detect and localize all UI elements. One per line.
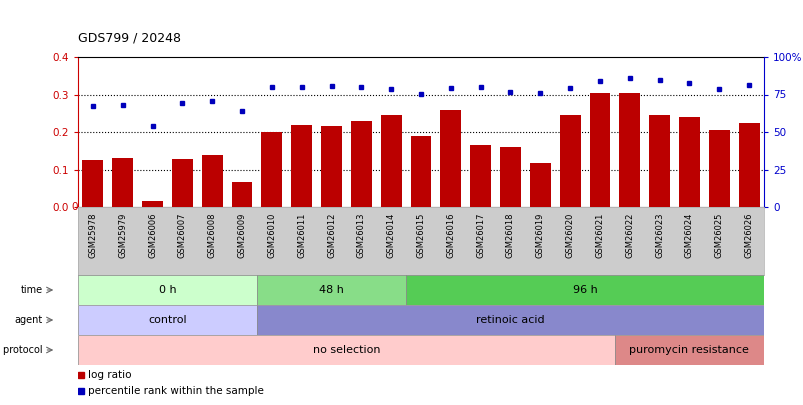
Bar [406, 275, 763, 305]
Text: GSM26022: GSM26022 [625, 213, 634, 258]
Text: percentile rank within the sample: percentile rank within the sample [88, 386, 263, 396]
Bar [529, 163, 550, 207]
Text: GSM26010: GSM26010 [267, 213, 276, 258]
Bar [261, 132, 282, 207]
Bar [381, 115, 402, 207]
Text: log ratio: log ratio [88, 370, 131, 380]
Text: control: control [148, 315, 186, 325]
Bar [738, 123, 759, 207]
Bar [291, 124, 312, 207]
Text: GSM26013: GSM26013 [357, 213, 365, 258]
Text: GSM26016: GSM26016 [446, 213, 454, 258]
Bar [679, 117, 699, 207]
Bar [708, 130, 729, 207]
Text: puromycin resistance: puromycin resistance [629, 345, 748, 355]
Text: GSM26009: GSM26009 [237, 213, 247, 258]
Bar [614, 335, 763, 365]
Text: GSM26017: GSM26017 [475, 213, 484, 258]
Text: GSM25978: GSM25978 [88, 213, 97, 258]
Text: GSM26018: GSM26018 [505, 213, 515, 258]
Bar [350, 121, 371, 207]
Bar [172, 160, 193, 207]
Text: GSM26007: GSM26007 [177, 213, 186, 258]
Bar [78, 305, 257, 335]
Text: time: time [21, 285, 43, 295]
Bar [112, 158, 133, 207]
Text: GSM26006: GSM26006 [148, 213, 157, 258]
Text: GSM26021: GSM26021 [595, 213, 604, 258]
Text: agent: agent [14, 315, 43, 325]
Bar [320, 126, 341, 207]
Bar [202, 154, 222, 207]
Text: GDS799 / 20248: GDS799 / 20248 [78, 32, 181, 45]
Bar [589, 93, 609, 207]
Text: GSM26025: GSM26025 [714, 213, 723, 258]
Text: 96 h: 96 h [572, 285, 597, 295]
Text: GSM26026: GSM26026 [744, 213, 752, 258]
Text: no selection: no selection [312, 345, 380, 355]
Text: 48 h: 48 h [319, 285, 344, 295]
Bar [257, 275, 406, 305]
Text: GSM26015: GSM26015 [416, 213, 425, 258]
Bar [78, 275, 257, 305]
Text: GSM26014: GSM26014 [386, 213, 395, 258]
Text: 0 h: 0 h [158, 285, 176, 295]
Text: GSM26012: GSM26012 [327, 213, 336, 258]
Text: GSM26019: GSM26019 [535, 213, 544, 258]
Text: retinoic acid: retinoic acid [475, 315, 544, 325]
Text: GSM26011: GSM26011 [297, 213, 306, 258]
Bar [231, 182, 252, 207]
Text: GSM26008: GSM26008 [207, 213, 217, 258]
Text: GSM26020: GSM26020 [565, 213, 574, 258]
Text: growth protocol: growth protocol [0, 345, 43, 355]
Bar [440, 109, 461, 207]
Text: GSM25979: GSM25979 [118, 213, 127, 258]
Bar [618, 93, 639, 207]
Bar [499, 147, 520, 207]
Text: GSM26024: GSM26024 [684, 213, 693, 258]
Bar [83, 160, 104, 207]
Text: GSM26023: GSM26023 [654, 213, 663, 258]
Bar [648, 115, 669, 207]
Bar [257, 305, 763, 335]
Text: 0: 0 [71, 202, 78, 212]
Bar [410, 136, 431, 207]
Bar [142, 201, 163, 207]
Bar [78, 335, 614, 365]
Bar [559, 115, 580, 207]
Bar [470, 145, 491, 207]
